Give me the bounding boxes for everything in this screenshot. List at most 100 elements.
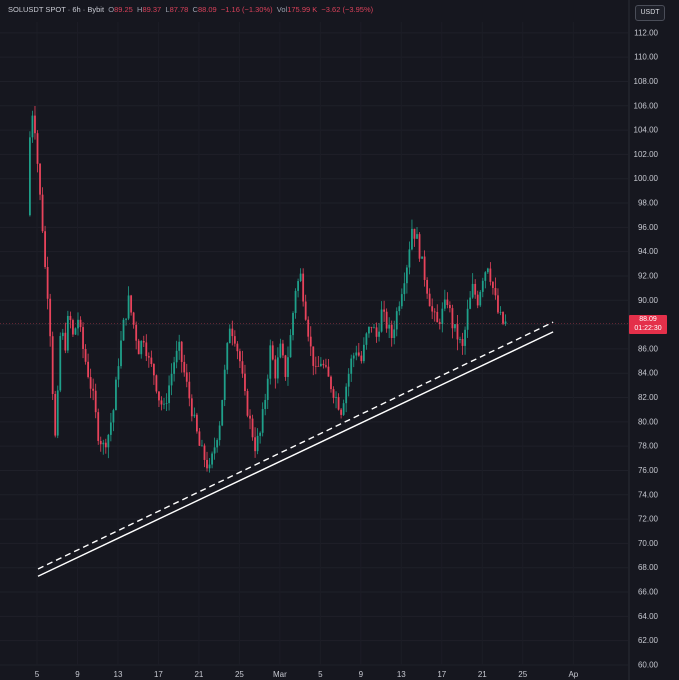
candle-body — [29, 137, 31, 216]
trendlines[interactable] — [37, 321, 554, 577]
candle-body — [443, 299, 446, 309]
candle-body — [502, 311, 504, 324]
candle-body — [69, 315, 72, 321]
last-price-label: 88.09 01:22:30 — [629, 315, 667, 334]
y-tick-label: 112.00 — [634, 28, 658, 37]
candle-body — [297, 281, 299, 291]
candle-body — [423, 256, 426, 280]
candle-body — [431, 306, 434, 312]
candle-body — [459, 339, 461, 340]
candle-body — [368, 326, 370, 334]
candle-body — [307, 319, 310, 337]
candle-body — [355, 352, 358, 356]
candle-body — [87, 361, 90, 378]
y-tick-label: 102.00 — [634, 150, 659, 159]
candle-body — [251, 418, 254, 438]
candle-body — [89, 377, 92, 389]
trendline-dashed — [37, 321, 554, 570]
candle-body — [135, 324, 138, 341]
candle-body — [441, 308, 444, 324]
legend-high-label: H — [137, 5, 143, 14]
candle-body — [282, 343, 284, 356]
candle-body — [264, 399, 267, 410]
candle-body — [218, 425, 221, 441]
candle-body — [249, 415, 251, 419]
x-tick-label: 17 — [437, 670, 446, 679]
candle-body — [428, 293, 431, 307]
candle-body — [137, 340, 140, 355]
candle-body — [142, 341, 145, 343]
candle-body — [239, 351, 241, 362]
grid — [628, 0, 630, 680]
candle-body — [54, 393, 57, 436]
candle-body — [266, 378, 269, 400]
legend-close-label: C — [192, 5, 198, 14]
y-tick-label: 78.00 — [638, 442, 659, 451]
candle-body — [287, 357, 289, 377]
candle-body — [97, 412, 100, 441]
y-tick-label: 92.00 — [638, 271, 659, 280]
y-tick-label: 72.00 — [638, 515, 659, 524]
candle-body — [370, 326, 373, 328]
x-tick-label: 17 — [154, 670, 163, 679]
candle-body — [400, 294, 403, 307]
candle-body — [269, 345, 272, 379]
y-tick-label: 90.00 — [638, 296, 659, 305]
candle-body — [284, 355, 287, 377]
candle-body — [335, 397, 337, 398]
candle-body — [51, 336, 54, 394]
candle-body — [206, 459, 208, 469]
y-tick-label: 70.00 — [638, 539, 659, 548]
y-tick-label: 60.00 — [638, 661, 659, 670]
y-tick-label: 104.00 — [634, 126, 659, 135]
candle-body — [304, 301, 307, 320]
candle-body — [256, 435, 259, 452]
candle-body — [276, 357, 279, 379]
candle-body — [115, 379, 117, 411]
currency-unit-button[interactable]: USDT — [635, 5, 665, 21]
candle-body — [211, 453, 213, 465]
candle-body — [347, 373, 350, 387]
candle-body — [56, 390, 59, 436]
candle-body — [183, 361, 186, 373]
candle-body — [36, 133, 39, 164]
candle-body — [92, 388, 95, 391]
candle-body — [155, 375, 158, 392]
legend-volume: 175.99 K — [287, 5, 318, 14]
legend-symbol[interactable]: SOLUSDT SPOT — [8, 5, 66, 14]
candle-body — [236, 343, 239, 352]
legend-interval[interactable]: 6h — [72, 5, 81, 14]
candle-body — [228, 328, 231, 344]
candle-body — [416, 234, 418, 239]
candle-body — [352, 355, 355, 359]
candle-body — [325, 365, 327, 367]
x-tick-label: 13 — [397, 670, 406, 679]
candle-body — [461, 339, 464, 346]
x-tick-label: 25 — [235, 670, 244, 679]
candle-body — [456, 324, 459, 340]
candle-body — [350, 358, 353, 374]
price-axis[interactable]: 60.00 62.00 64.00 66.00 68.00 70.00 72.00 74.00… — [634, 28, 659, 669]
candle-body — [39, 163, 41, 195]
candle-body — [241, 361, 244, 374]
x-tick-label: 21 — [194, 670, 203, 679]
candle-body — [378, 331, 380, 337]
candle-body — [312, 346, 315, 366]
candle-body — [489, 268, 492, 282]
time-axis[interactable]: 5 9 13 17 21 25 Mar 5 9 13 17 21 25 Ap — [35, 670, 579, 679]
candle-body — [226, 343, 229, 370]
y-tick-label: 96.00 — [638, 223, 659, 232]
candle-body — [223, 369, 226, 401]
candle-body — [188, 381, 191, 399]
candle-body — [94, 390, 97, 413]
candle-body — [99, 440, 102, 445]
candle-body — [390, 324, 393, 339]
candle-body — [152, 363, 155, 376]
x-tick-label: 13 — [114, 670, 123, 679]
candle-body — [395, 311, 398, 330]
candle-body — [175, 350, 178, 363]
candle-body — [254, 437, 256, 452]
candle-body — [451, 308, 454, 329]
y-tick-label: 84.00 — [638, 369, 659, 378]
